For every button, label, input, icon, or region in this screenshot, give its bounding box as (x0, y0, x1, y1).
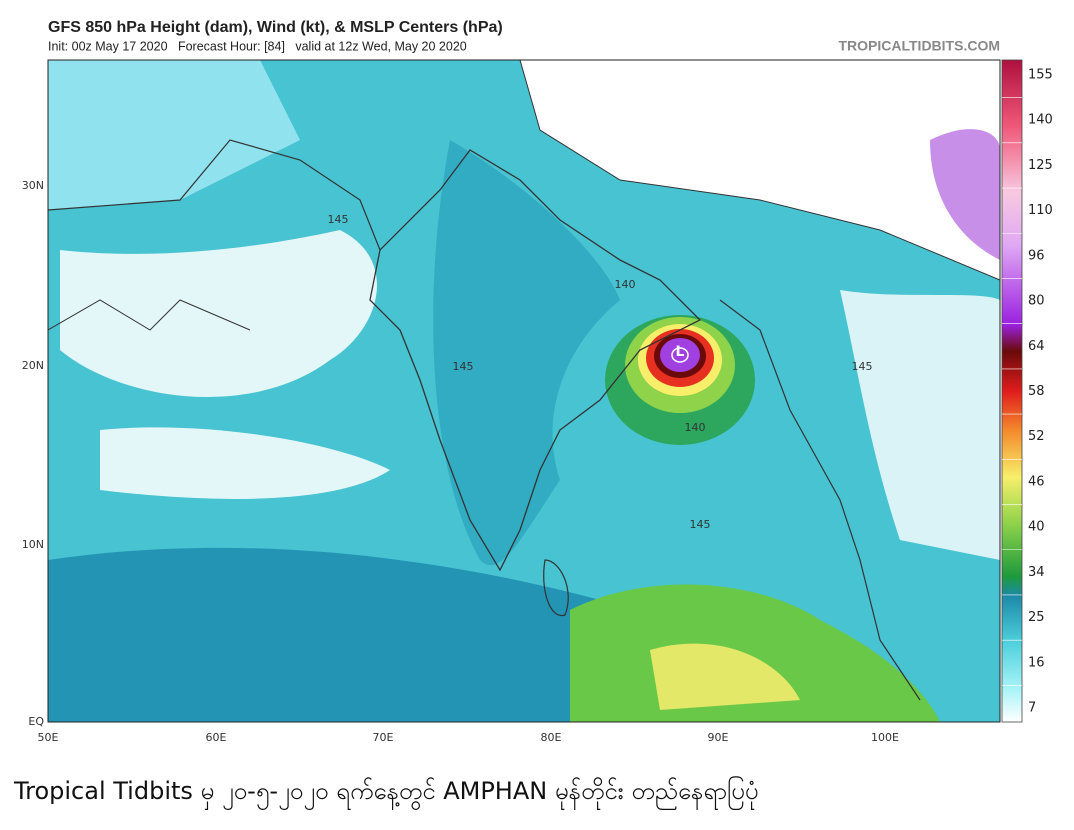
lat-label: 30N (22, 179, 44, 192)
lon-labels: 50E 60E 70E 80E 90E 100E (38, 731, 899, 744)
lon-label: 60E (206, 731, 227, 744)
colorbar-label: 64 (1028, 339, 1045, 354)
caption: Tropical Tidbits မှ ၂၀-၅-၂၀၂၀ ရက်နေ့တွင်… (13, 775, 758, 811)
colorbar-label: 155 (1028, 68, 1053, 83)
colorbar-label: 58 (1028, 384, 1045, 399)
lat-label: 20N (22, 359, 44, 372)
contour-label: 145 (328, 213, 349, 226)
contour-label: 145 (453, 360, 474, 373)
contour-label: 140 (615, 278, 636, 291)
lon-label: 80E (541, 731, 562, 744)
source: TROPICALTIDBITS.COM (838, 38, 1000, 54)
colorbar-label: 110 (1028, 203, 1053, 218)
map-frame (47, 59, 1001, 723)
title: GFS 850 hPa Height (dam), Wind (kt), & M… (48, 19, 503, 36)
subtitle: Init: 00z May 17 2020 Forecast Hour: [84… (48, 39, 467, 53)
colorbar-label: 7 (1028, 701, 1036, 716)
colorbar-label: 140 (1028, 113, 1053, 128)
low-marker: L (676, 344, 685, 360)
colorbar-label: 25 (1028, 610, 1045, 625)
contour-label: 145 (852, 360, 873, 373)
lat-label: EQ (28, 715, 44, 728)
lon-label: 70E (373, 731, 394, 744)
colorbar-label: 16 (1028, 655, 1045, 670)
lon-label: 100E (871, 731, 899, 744)
lon-label: 90E (708, 731, 729, 744)
colorbar-label: 125 (1028, 158, 1053, 173)
colorbar-label: 40 (1028, 520, 1045, 535)
colorbar-label: 34 (1028, 565, 1045, 580)
lon-label: 50E (38, 731, 59, 744)
map: L (48, 60, 1000, 722)
colorbar-labels: 155 140 125 110 96 80 64 58 52 46 40 34 25 16 7 (1002, 68, 1053, 716)
lat-labels: 30N 20N 10N EQ (22, 179, 45, 728)
colorbar-label: 96 (1028, 248, 1045, 263)
colorbar-label: 52 (1028, 429, 1045, 444)
contour-label: 140 (685, 421, 706, 434)
colorbar-label: 46 (1028, 474, 1045, 489)
contour-label: 145 (690, 518, 711, 531)
lat-label: 10N (22, 538, 44, 551)
colorbar (1001, 59, 1023, 723)
colorbar-label: 80 (1028, 294, 1045, 309)
contour-labels: 145 140 145 145 145 140 (328, 213, 873, 531)
